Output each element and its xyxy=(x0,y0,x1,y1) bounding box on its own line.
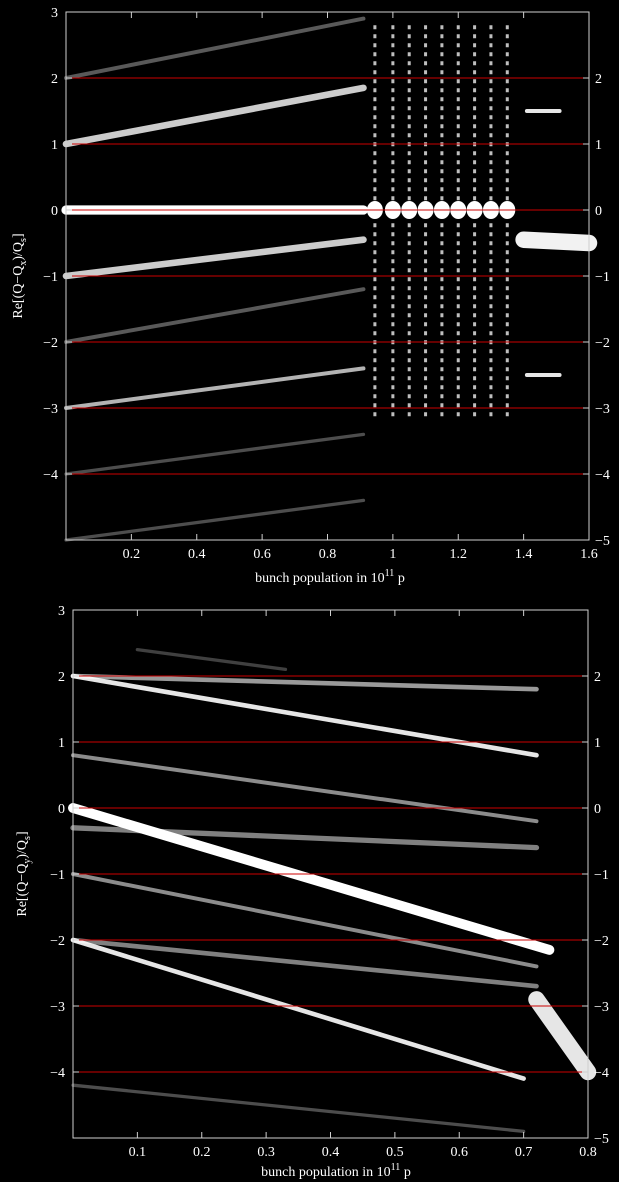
y-tick-label-right: −3 xyxy=(594,1000,609,1015)
mode-trace xyxy=(62,84,367,148)
x-axis-label: bunch population in 1011 p xyxy=(261,1162,411,1180)
mode-trace xyxy=(515,231,598,252)
mode-trace xyxy=(70,937,526,1081)
x-tick-label: 1.6 xyxy=(580,547,598,562)
x-tick-label: 1.2 xyxy=(450,547,468,562)
y-tick-label-left: −2 xyxy=(43,336,58,351)
mode-traces xyxy=(61,16,598,542)
x-tick-label: 0.8 xyxy=(579,1145,597,1160)
x-tick-label: 1 xyxy=(389,547,396,562)
y-tick-label-right: 0 xyxy=(594,802,601,817)
mode-trace xyxy=(64,366,366,410)
x-tick-label: 0.5 xyxy=(386,1145,404,1160)
y-tick-label-right: −5 xyxy=(595,534,610,549)
y-tick-label-right: −5 xyxy=(594,1132,609,1147)
mode-trace xyxy=(64,432,366,476)
reference-lines xyxy=(66,77,589,475)
y-axis-label: Re[(Q−Qy)/Qs] xyxy=(15,831,33,916)
y-tick-label-left: 2 xyxy=(58,670,65,685)
y-axis-label: Re[(Q−Qx)/Qs] xyxy=(11,233,29,318)
y-tick-label-right: −3 xyxy=(595,402,610,417)
y-tick-label-left: 1 xyxy=(51,138,58,153)
y-tick-label-left: 3 xyxy=(58,604,65,619)
bottom-chart-y-plane: 0.1 0.2 0.3 0.4 0.5 0.6 0.7 0.8 3 2 1 0 −1 −2 −3 −4 2 1 0 −… xyxy=(0,592,619,1182)
mode-trace xyxy=(70,937,539,989)
y-tick-label-right: −2 xyxy=(594,934,609,949)
y-tick-label-left: 2 xyxy=(51,72,58,87)
mode-trace xyxy=(135,647,288,672)
plot-background xyxy=(0,0,619,592)
mode-trace xyxy=(62,236,367,280)
y-tick-label-left: 3 xyxy=(51,6,58,21)
x-tick-label: 0.8 xyxy=(319,547,337,562)
y-tick-label-left: −2 xyxy=(50,934,65,949)
x-tick-label: 0.4 xyxy=(188,547,206,562)
y-tick-label-right: 1 xyxy=(594,736,601,751)
y-tick-label-left: −3 xyxy=(50,1000,65,1015)
y-tick-label-left: −3 xyxy=(43,402,58,417)
y-tick-label-right: 2 xyxy=(594,670,601,685)
x-tick-label: 0.6 xyxy=(451,1145,469,1160)
mode-trace xyxy=(71,872,539,969)
y-tick-label-right: −1 xyxy=(595,270,610,285)
top-chart-x-plane: 0.2 0.4 0.6 0.8 1 1.2 1.4 1.6 3 2 1 0 −1 −2 −3 −4 2 1 0 −1 −… xyxy=(0,0,619,592)
x-axis-label: bunch population in 1011 p xyxy=(255,568,405,586)
mode-trace xyxy=(64,287,366,344)
mode-trace xyxy=(70,825,540,851)
y-tick-label-left: −4 xyxy=(43,468,58,483)
y-tick-label-left: 0 xyxy=(51,204,58,219)
mode-trace xyxy=(71,753,539,824)
y-tick-label-left: −4 xyxy=(50,1066,65,1081)
mode-trace xyxy=(70,673,539,692)
y-tick-label-right: 1 xyxy=(595,138,602,153)
x-tick-label: 0.6 xyxy=(253,547,271,562)
y-tick-label-right: −2 xyxy=(595,336,610,351)
x-tick-label: 0.4 xyxy=(322,1145,340,1160)
x-tick-label: 1.4 xyxy=(515,547,533,562)
y-tick-label-left: 1 xyxy=(58,736,65,751)
axis-ticks: 0.2 0.4 0.6 0.8 1 1.2 1.4 1.6 3 2 1 0 −1 −2 −3 −4 2 1 0 −1 −… xyxy=(43,6,610,562)
mode-trace xyxy=(71,1083,526,1134)
y-tick-label-right: −4 xyxy=(594,1066,609,1081)
y-tick-label-right: −4 xyxy=(595,468,610,483)
mode-trace xyxy=(528,991,597,1081)
y-tick-label-right: 2 xyxy=(595,72,602,87)
x-tick-label: 0.3 xyxy=(257,1145,275,1160)
mode-trace xyxy=(64,498,366,542)
x-tick-label: 0.2 xyxy=(193,1145,211,1160)
x-tick-label: 0.1 xyxy=(129,1145,147,1160)
y-tick-label-left: −1 xyxy=(43,270,58,285)
y-tick-label-right: −1 xyxy=(594,868,609,883)
x-tick-label: 0.7 xyxy=(515,1145,533,1160)
mode-trace xyxy=(64,16,366,80)
x-tick-label: 0.2 xyxy=(123,547,141,562)
y-tick-label-left: −1 xyxy=(50,868,65,883)
reference-lines xyxy=(73,675,588,1073)
y-tick-label-right: 0 xyxy=(595,204,602,219)
y-tick-label-left: 0 xyxy=(58,802,65,817)
axis-ticks: 0.1 0.2 0.3 0.4 0.5 0.6 0.7 0.8 3 2 1 0 −1 −2 −3 −4 2 1 0 −… xyxy=(50,604,609,1160)
